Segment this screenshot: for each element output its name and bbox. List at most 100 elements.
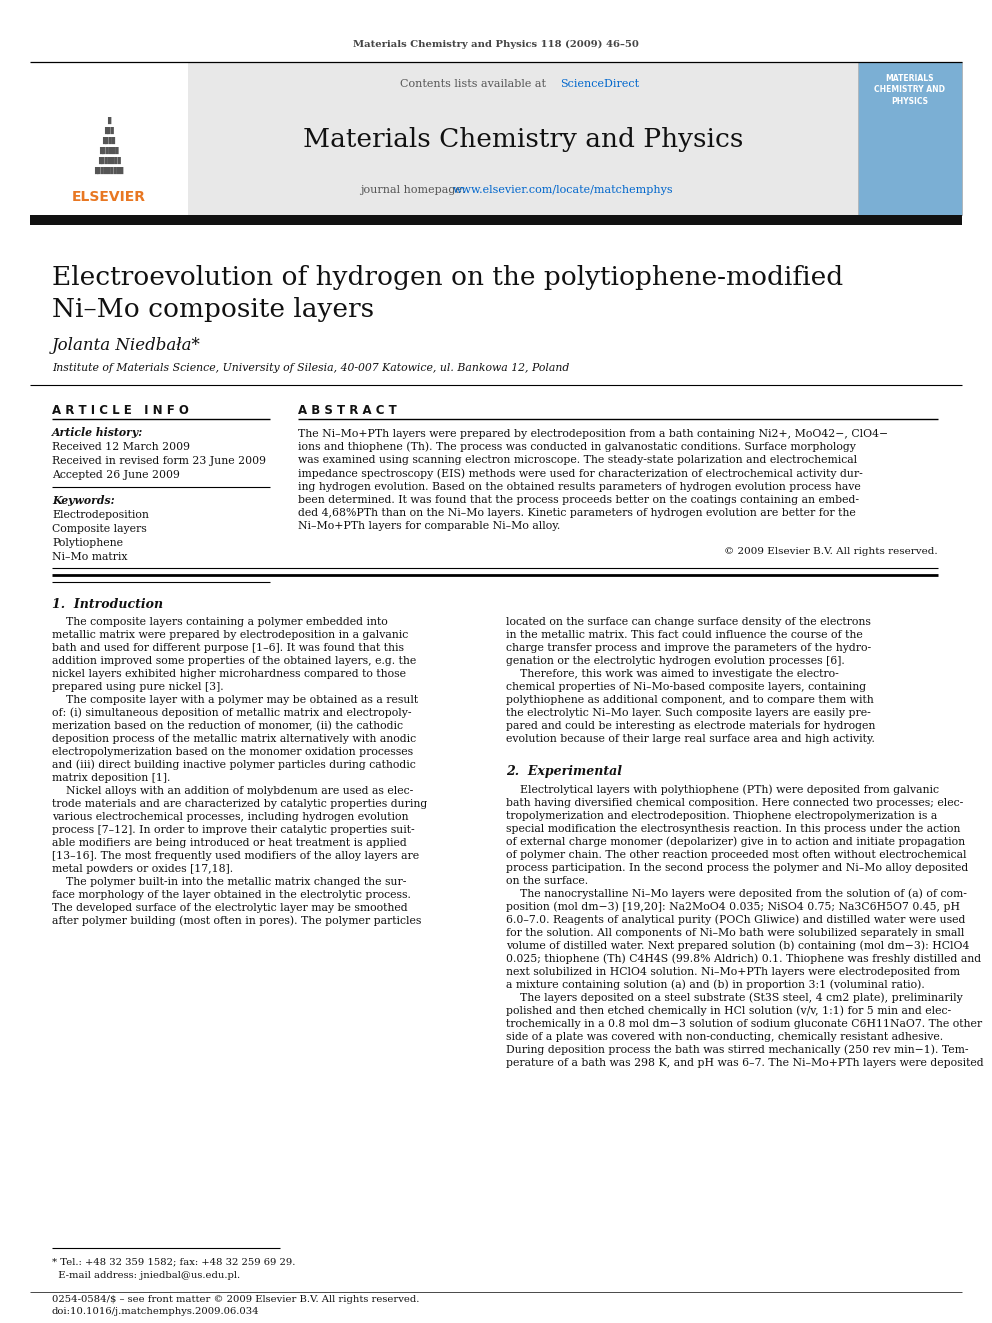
Text: █████████: █████████: [94, 167, 124, 173]
Text: The composite layers containing a polymer embedded into: The composite layers containing a polyme…: [52, 617, 388, 627]
Text: was examined using scanning electron microscope. The steady-state polarization a: was examined using scanning electron mic…: [298, 455, 857, 466]
Text: The Ni–Mo+PTh layers were prepared by electrodeposition from a bath containing N: The Ni–Mo+PTh layers were prepared by el…: [298, 429, 888, 439]
Text: 2.  Experimental: 2. Experimental: [506, 766, 622, 778]
Text: █: █: [107, 116, 111, 123]
Bar: [30, 216, 962, 225]
Text: chemical properties of Ni–Mo-based composite layers, containing: chemical properties of Ni–Mo-based compo…: [506, 681, 866, 692]
Text: doi:10.1016/j.matchemphys.2009.06.034: doi:10.1016/j.matchemphys.2009.06.034: [52, 1307, 260, 1316]
Text: ███████: ███████: [97, 156, 120, 164]
Text: side of a plate was covered with non-conducting, chemically resistant adhesive.: side of a plate was covered with non-con…: [506, 1032, 943, 1043]
Text: Electroevolution of hydrogen on the polytiophene-modified: Electroevolution of hydrogen on the poly…: [52, 266, 843, 291]
Text: Ni–Mo matrix: Ni–Mo matrix: [52, 552, 128, 562]
Text: © 2009 Elsevier B.V. All rights reserved.: © 2009 Elsevier B.V. All rights reserved…: [724, 548, 938, 557]
Text: matrix deposition [1].: matrix deposition [1].: [52, 773, 171, 783]
Text: 6.0–7.0. Reagents of analytical purity (POCh Gliwice) and distilled water were u: 6.0–7.0. Reagents of analytical purity (…: [506, 914, 965, 925]
Text: The nanocrystalline Ni–Mo layers were deposited from the solution of (a) of com-: The nanocrystalline Ni–Mo layers were de…: [506, 889, 967, 900]
Text: Materials Chemistry and Physics: Materials Chemistry and Physics: [303, 127, 743, 152]
Text: process participation. In the second process the polymer and Ni–Mo alloy deposit: process participation. In the second pro…: [506, 863, 968, 873]
Bar: [188, 62, 858, 216]
Text: * Tel.: +48 32 359 1582; fax: +48 32 259 69 29.: * Tel.: +48 32 359 1582; fax: +48 32 259…: [52, 1257, 296, 1266]
Text: 0.025; thiophene (Th) C4H4S (99.8% Aldrich) 0.1. Thiophene was freshly distilled: 0.025; thiophene (Th) C4H4S (99.8% Aldri…: [506, 954, 981, 964]
Text: special modification the electrosynthesis reaction. In this process under the ac: special modification the electrosynthesi…: [506, 824, 960, 833]
Text: The layers deposited on a steel substrate (St3S steel, 4 cm2 plate), preliminari: The layers deposited on a steel substrat…: [506, 992, 963, 1003]
Text: ing hydrogen evolution. Based on the obtained results parameters of hydrogen evo: ing hydrogen evolution. Based on the obt…: [298, 482, 861, 492]
Text: located on the surface can change surface density of the electrons: located on the surface can change surfac…: [506, 617, 871, 627]
Text: bath having diversified chemical composition. Here connected two processes; elec: bath having diversified chemical composi…: [506, 798, 963, 808]
Text: and (iii) direct building inactive polymer particles during cathodic: and (iii) direct building inactive polym…: [52, 759, 416, 770]
Text: E-mail address: jniedbal@us.edu.pl.: E-mail address: jniedbal@us.edu.pl.: [52, 1270, 240, 1279]
Text: Polytiophene: Polytiophene: [52, 538, 123, 548]
Text: Ni–Mo composite layers: Ni–Mo composite layers: [52, 298, 374, 323]
Text: During deposition process the bath was stirred mechanically (250 rev min−1). Tem: During deposition process the bath was s…: [506, 1045, 968, 1056]
Text: a mixture containing solution (a) and (b) in proportion 3:1 (voluminal ratio).: a mixture containing solution (a) and (b…: [506, 980, 925, 991]
Text: in the metallic matrix. This fact could influence the course of the: in the metallic matrix. This fact could …: [506, 630, 863, 640]
Text: on the surface.: on the surface.: [506, 876, 588, 886]
Text: ScienceDirect: ScienceDirect: [560, 79, 639, 89]
Text: been determined. It was found that the process proceeds better on the coatings c: been determined. It was found that the p…: [298, 495, 859, 505]
Text: Electrodeposition: Electrodeposition: [52, 509, 149, 520]
Text: The developed surface of the electrolytic layer may be smoothed: The developed surface of the electrolyti…: [52, 904, 408, 913]
Text: journal homepage:: journal homepage:: [360, 185, 469, 194]
Text: of: (i) simultaneous deposition of metallic matrix and electropoly-: of: (i) simultaneous deposition of metal…: [52, 708, 412, 718]
Text: [13–16]. The most frequently used modifiers of the alloy layers are: [13–16]. The most frequently used modifi…: [52, 851, 420, 861]
Text: polythiophene as additional component, and to compare them with: polythiophene as additional component, a…: [506, 695, 874, 705]
Text: ded 4,68%PTh than on the Ni–Mo layers. Kinetic parameters of hydrogen evolution : ded 4,68%PTh than on the Ni–Mo layers. K…: [298, 508, 856, 519]
Text: the electrolytic Ni–Mo layer. Such composite layers are easily pre-: the electrolytic Ni–Mo layer. Such compo…: [506, 708, 871, 718]
Text: Accepted 26 June 2009: Accepted 26 June 2009: [52, 470, 180, 480]
Text: impedance spectroscopy (EIS) methods were used for characterization of electroch: impedance spectroscopy (EIS) methods wer…: [298, 468, 863, 479]
Text: for the solution. All components of Ni–Mo bath were solubilized separately in sm: for the solution. All components of Ni–M…: [506, 927, 964, 938]
Bar: [858, 62, 962, 216]
Text: Materials Chemistry and Physics 118 (2009) 46–50: Materials Chemistry and Physics 118 (200…: [353, 40, 639, 49]
Text: MATERIALS
CHEMISTRY AND
PHYSICS: MATERIALS CHEMISTRY AND PHYSICS: [875, 74, 945, 106]
Text: Nickel alloys with an addition of molybdenum are used as elec-: Nickel alloys with an addition of molybd…: [52, 786, 414, 796]
Text: pared and could be interesting as electrode materials for hydrogen: pared and could be interesting as electr…: [506, 721, 875, 732]
Text: Jolanta Niedbała*: Jolanta Niedbała*: [52, 337, 200, 355]
Text: Electrolytical layers with polythiophene (PTh) were deposited from galvanic: Electrolytical layers with polythiophene…: [506, 785, 939, 795]
Text: A B S T R A C T: A B S T R A C T: [298, 404, 397, 417]
Text: face morphology of the layer obtained in the electrolytic process.: face morphology of the layer obtained in…: [52, 890, 411, 900]
Text: prepared using pure nickel [3].: prepared using pure nickel [3].: [52, 681, 223, 692]
Text: 1.  Introduction: 1. Introduction: [52, 598, 163, 611]
Text: electropolymerization based on the monomer oxidation processes: electropolymerization based on the monom…: [52, 747, 413, 757]
Text: process [7–12]. In order to improve their catalytic properties suit-: process [7–12]. In order to improve thei…: [52, 826, 415, 835]
Text: tropolymerization and electrodeposition. Thiophene electropolymerization is a: tropolymerization and electrodeposition.…: [506, 811, 937, 822]
Text: The composite layer with a polymer may be obtained as a result: The composite layer with a polymer may b…: [52, 695, 418, 705]
Text: Keywords:: Keywords:: [52, 495, 115, 505]
Text: after polymer building (most often in pores). The polymer particles: after polymer building (most often in po…: [52, 916, 422, 926]
Text: addition improved some properties of the obtained layers, e.g. the: addition improved some properties of the…: [52, 656, 417, 665]
Text: perature of a bath was 298 K, and pH was 6–7. The Ni–Mo+PTh layers were deposite: perature of a bath was 298 K, and pH was…: [506, 1058, 984, 1068]
Text: various electrochemical processes, including hydrogen evolution: various electrochemical processes, inclu…: [52, 812, 409, 822]
Text: volume of distilled water. Next prepared solution (b) containing (mol dm−3): HCl: volume of distilled water. Next prepared…: [506, 941, 969, 951]
Text: The polymer built-in into the metallic matrix changed the sur-: The polymer built-in into the metallic m…: [52, 877, 407, 886]
Text: www.elsevier.com/locate/matchemphys: www.elsevier.com/locate/matchemphys: [453, 185, 674, 194]
Text: 0254-0584/$ – see front matter © 2009 Elsevier B.V. All rights reserved.: 0254-0584/$ – see front matter © 2009 El…: [52, 1295, 420, 1304]
Text: evolution because of their large real surface area and high activity.: evolution because of their large real su…: [506, 734, 875, 744]
Text: of external charge monomer (depolarizer) give in to action and initiate propagat: of external charge monomer (depolarizer)…: [506, 836, 965, 847]
Text: Received in revised form 23 June 2009: Received in revised form 23 June 2009: [52, 456, 266, 466]
Text: next solubilized in HClO4 solution. Ni–Mo+PTh layers were electrodeposited from: next solubilized in HClO4 solution. Ni–M…: [506, 967, 960, 976]
Text: bath and used for different purpose [1–6]. It was found that this: bath and used for different purpose [1–6…: [52, 643, 404, 654]
Text: Therefore, this work was aimed to investigate the electro-: Therefore, this work was aimed to invest…: [506, 669, 839, 679]
Text: ions and thiophene (Th). The process was conducted in galvanostatic conditions. : ions and thiophene (Th). The process was…: [298, 442, 856, 452]
Text: polished and then etched chemically in HCl solution (v/v, 1:1) for 5 min and ele: polished and then etched chemically in H…: [506, 1005, 951, 1016]
Text: Contents lists available at: Contents lists available at: [400, 79, 550, 89]
Text: metal powders or oxides [17,18].: metal powders or oxides [17,18].: [52, 864, 233, 875]
Text: merization based on the reduction of monomer, (ii) the cathodic: merization based on the reduction of mon…: [52, 721, 403, 732]
Text: Article history:: Article history:: [52, 426, 143, 438]
Text: trode materials and are characterized by catalytic properties during: trode materials and are characterized by…: [52, 799, 428, 808]
Text: position (mol dm−3) [19,20]: Na2MoO4 0.035; NiSO4 0.75; Na3C6H5O7 0.45, pH: position (mol dm−3) [19,20]: Na2MoO4 0.0…: [506, 902, 960, 913]
Text: Ni–Mo+PTh layers for comparable Ni–Mo alloy.: Ni–Mo+PTh layers for comparable Ni–Mo al…: [298, 521, 560, 532]
Text: trochemically in a 0.8 mol dm−3 solution of sodium gluconate C6H11NaO7. The othe: trochemically in a 0.8 mol dm−3 solution…: [506, 1019, 982, 1029]
Text: charge transfer process and improve the parameters of the hydro-: charge transfer process and improve the …: [506, 643, 871, 654]
Text: able modifiers are being introduced or heat treatment is applied: able modifiers are being introduced or h…: [52, 837, 407, 848]
Text: ███: ███: [104, 127, 114, 134]
Text: A R T I C L E   I N F O: A R T I C L E I N F O: [52, 404, 188, 417]
Text: Received 12 March 2009: Received 12 March 2009: [52, 442, 190, 452]
Text: metallic matrix were prepared by electrodeposition in a galvanic: metallic matrix were prepared by electro…: [52, 630, 409, 640]
Text: ████: ████: [102, 136, 115, 144]
Text: nickel layers exhibited higher microhardness compared to those: nickel layers exhibited higher microhard…: [52, 669, 406, 679]
Text: of polymer chain. The other reaction proceeded most often without electrochemica: of polymer chain. The other reaction pro…: [506, 849, 966, 860]
Text: ELSEVIER: ELSEVIER: [72, 191, 146, 204]
Text: deposition process of the metallic matrix alternatively with anodic: deposition process of the metallic matri…: [52, 734, 416, 744]
Text: Institute of Materials Science, University of Silesia, 40-007 Katowice, ul. Bank: Institute of Materials Science, Universi…: [52, 363, 569, 373]
